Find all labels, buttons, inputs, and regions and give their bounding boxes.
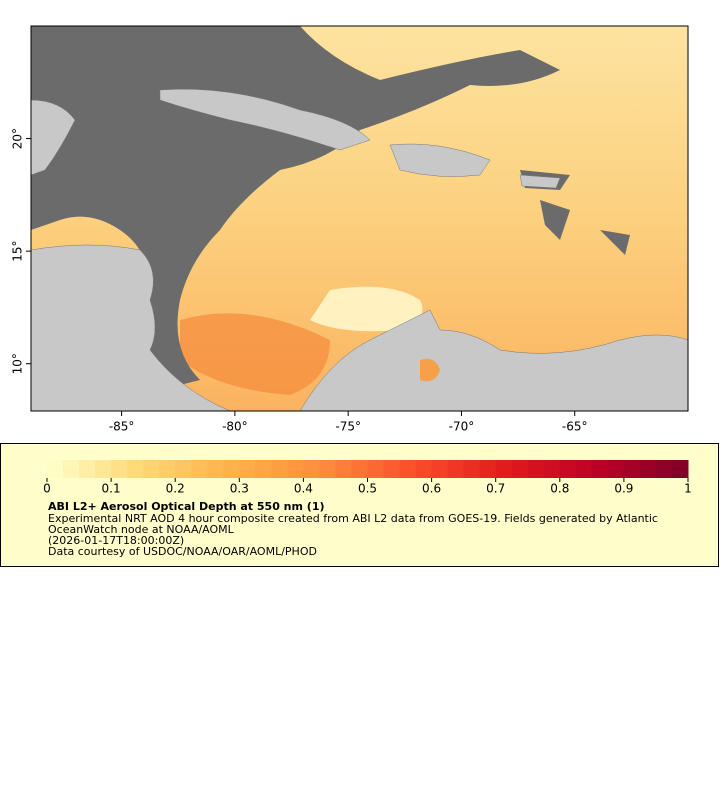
caption-line: OceanWatch node at NOAA/AOML [48, 523, 235, 536]
caption-line: (2026-01-17T18:00:00Z) [48, 534, 184, 547]
central-america [31, 244, 231, 411]
y-tick-label: 15° [11, 241, 25, 262]
colorbar-swatch [399, 460, 417, 478]
colorbar-tick-label: 0.2 [166, 482, 185, 496]
map-area [31, 26, 688, 411]
colorbar-swatch [143, 460, 160, 478]
colorbar-swatch [223, 460, 240, 478]
lake-maracaibo-aod [420, 358, 440, 382]
colorbar-swatch [95, 460, 112, 478]
cuba [159, 88, 371, 151]
caption-line: Data courtesy of USDOC/NOAA/OAR/AOML/PHO… [48, 545, 317, 558]
colorbar-swatch [479, 460, 497, 478]
colorbar-tick-label: 0.4 [294, 482, 313, 496]
figure: ABI L2+ Aerosol Optical Depth at 550 nm … [0, 25, 719, 567]
south-america [299, 309, 688, 411]
colorbar-swatch [607, 460, 625, 478]
colorbar-swatch [575, 460, 593, 478]
colorbar-swatch [191, 460, 208, 478]
puerto-rico [519, 174, 561, 189]
high-aod-patch [180, 313, 330, 395]
colorbar-tick-label: 0 [43, 482, 51, 496]
colorbar-tick-label: 0.3 [230, 482, 249, 496]
colorbar-swatch [463, 460, 481, 478]
colorbar-swatch [63, 460, 80, 478]
y-tick-label: 20° [11, 128, 25, 149]
colorbar-swatch [207, 460, 224, 478]
y-tick-label: 10° [11, 353, 25, 374]
colorbar-tick-label: 0.8 [550, 482, 569, 496]
colorbar-swatch [175, 460, 192, 478]
colorbar-swatch [431, 460, 449, 478]
x-tick-label: -75° [335, 420, 361, 434]
colorbar-swatch [639, 460, 657, 478]
colorbar-swatch [287, 460, 304, 478]
colorbar-swatch [591, 460, 609, 478]
x-tick-label: -85° [109, 420, 135, 434]
colorbar-swatch [415, 460, 433, 478]
map-frame [30, 25, 689, 412]
colorbar-swatch [527, 460, 545, 478]
colorbar-swatch [79, 460, 96, 478]
colorbar-tick-label: 0.7 [486, 482, 505, 496]
colorbar-tick-label: 0.6 [422, 482, 441, 496]
colorbar-swatch [335, 460, 352, 478]
colorbar-swatch [239, 460, 256, 478]
colorbar-swatch [559, 460, 577, 478]
colorbar-swatch [319, 460, 336, 478]
hispaniola [389, 143, 491, 177]
colorbar-tick-label: 1 [684, 482, 692, 496]
colorbar-swatch [255, 460, 272, 478]
colorbar-swatch [671, 460, 689, 478]
x-tick-label: -70° [449, 420, 475, 434]
caption-title: ABI L2+ Aerosol Optical Depth at 550 nm … [48, 500, 325, 513]
x-tick-label: -80° [222, 420, 248, 434]
colorbar-swatch [383, 460, 401, 478]
colorbar-swatch [447, 460, 465, 478]
colorbar-swatch [271, 460, 288, 478]
colorbar-swatch [655, 460, 673, 478]
colorbar-tick-label: 0.1 [102, 482, 121, 496]
colorbar-swatch [623, 460, 641, 478]
colorbar-swatch [303, 460, 320, 478]
colorbar-swatch [47, 460, 64, 478]
caption-line: Experimental NRT AOD 4 hour composite cr… [48, 512, 658, 525]
cloud-mask [31, 26, 560, 390]
colorbar-swatch [511, 460, 529, 478]
colorbar-swatch [351, 460, 368, 478]
colorbar-tick-label: 0.9 [614, 482, 633, 496]
colorbar-swatch [495, 460, 513, 478]
colorbar-swatch [543, 460, 561, 478]
yucatan [31, 99, 76, 176]
colorbar-tick-label: 0.5 [358, 482, 377, 496]
low-aod-patch [310, 286, 423, 332]
colorbar-swatch [367, 460, 385, 478]
colorbar-swatch [111, 460, 128, 478]
colorbar-swatch [127, 460, 144, 478]
colorbar-swatch [159, 460, 176, 478]
x-tick-label: -65° [562, 420, 588, 434]
